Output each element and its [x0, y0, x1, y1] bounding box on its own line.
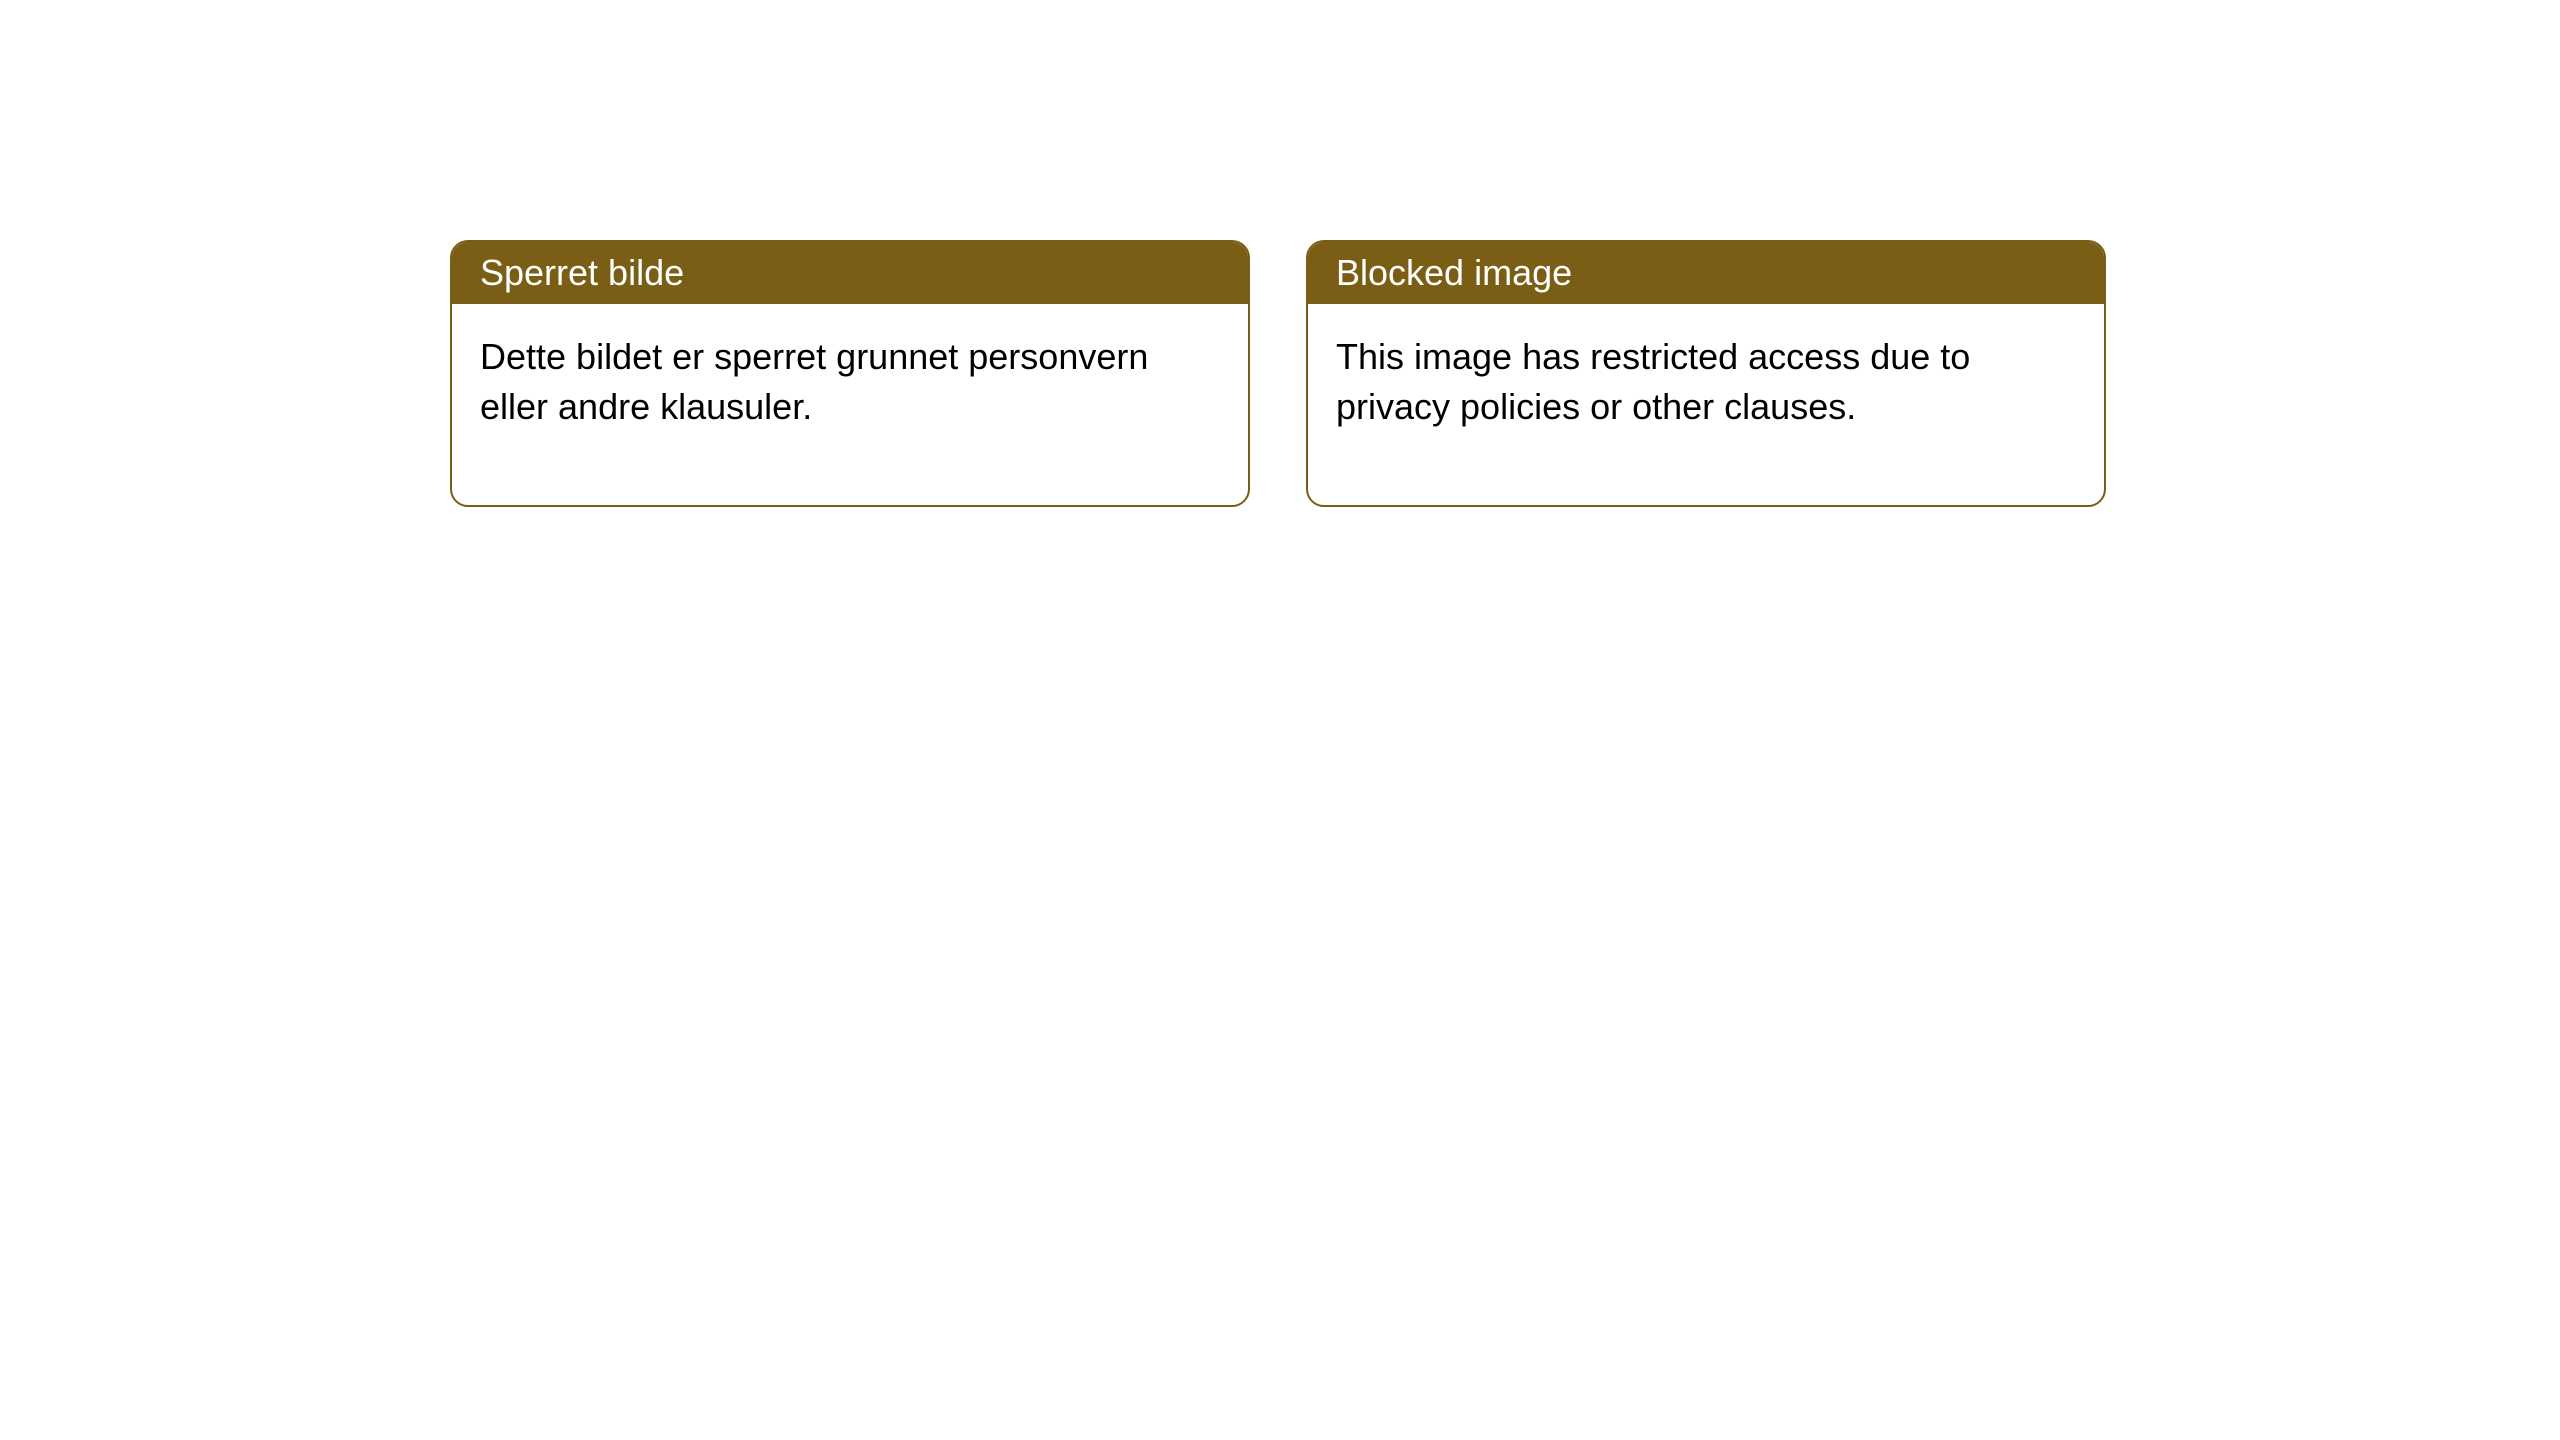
notice-card-header: Sperret bilde	[452, 242, 1248, 304]
notice-title: Blocked image	[1336, 252, 1572, 293]
notice-card-english: Blocked image This image has restricted …	[1306, 240, 2106, 507]
notice-card-norwegian: Sperret bilde Dette bildet er sperret gr…	[450, 240, 1250, 507]
notice-body-text: This image has restricted access due to …	[1336, 336, 1970, 427]
notice-title: Sperret bilde	[480, 252, 684, 293]
notice-card-body: Dette bildet er sperret grunnet personve…	[452, 304, 1248, 505]
notice-container: Sperret bilde Dette bildet er sperret gr…	[450, 240, 2106, 507]
notice-card-body: This image has restricted access due to …	[1308, 304, 2104, 505]
notice-card-header: Blocked image	[1308, 242, 2104, 304]
notice-body-text: Dette bildet er sperret grunnet personve…	[480, 336, 1148, 427]
